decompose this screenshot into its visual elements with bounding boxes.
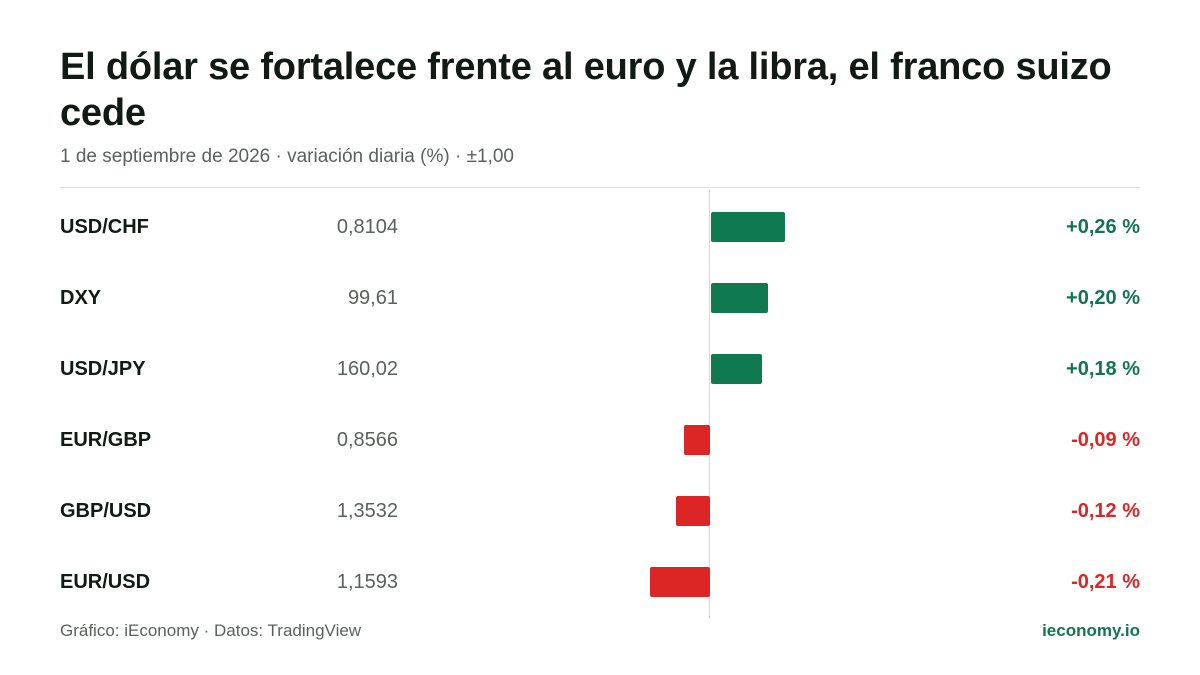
zero-axis-line [709, 190, 710, 618]
chart-subtitle: 1 de septiembre de 2026 · variación diar… [60, 146, 514, 167]
pair-label: DXY [60, 287, 102, 309]
change-label: +0,20 % [1066, 287, 1140, 309]
table-row: EUR/USD 1,1593 -0,21 % [60, 562, 1140, 602]
rate-value: 0,8566 [336, 429, 398, 451]
rate-value: 0,8104 [336, 216, 398, 238]
change-bar [711, 212, 786, 242]
change-label: +0,26 % [1066, 216, 1140, 238]
rate-value: 1,1593 [336, 571, 398, 593]
rate-value: 160,02 [336, 358, 398, 380]
table-row: GBP/USD 1,3532 -0,12 % [60, 491, 1140, 531]
change-bar [684, 425, 710, 455]
pair-label: USD/JPY [60, 358, 146, 380]
change-label: -0,09 % [1071, 429, 1140, 451]
header-divider [60, 187, 1140, 188]
change-label: +0,18 % [1066, 358, 1140, 380]
change-bar [650, 567, 710, 597]
pair-label: EUR/GBP [60, 429, 152, 451]
rate-value: 99,61 [347, 287, 398, 309]
footer-brand[interactable]: ieconomy.io [1042, 621, 1140, 640]
pair-label: GBP/USD [60, 500, 152, 522]
table-row: USD/JPY 160,02 +0,18 % [60, 349, 1140, 389]
rate-value: 1,3532 [336, 500, 398, 522]
chart-title: El dólar se fortalece frente al euro y l… [60, 46, 1112, 134]
footer-source: Gráfico: iEconomy · Datos: TradingView [60, 621, 362, 640]
table-row: USD/CHF 0,8104 +0,26 % [60, 207, 1140, 247]
change-bar [711, 354, 763, 384]
table-row: DXY 99,61 +0,20 % [60, 278, 1140, 318]
change-bar [711, 283, 768, 313]
change-label: -0,21 % [1071, 571, 1140, 593]
change-bar [675, 496, 710, 526]
pair-label: EUR/USD [60, 571, 151, 593]
table-row: EUR/GBP 0,8566 -0,09 % [60, 420, 1140, 460]
change-label: -0,12 % [1071, 500, 1140, 522]
pair-label: USD/CHF [60, 216, 149, 238]
